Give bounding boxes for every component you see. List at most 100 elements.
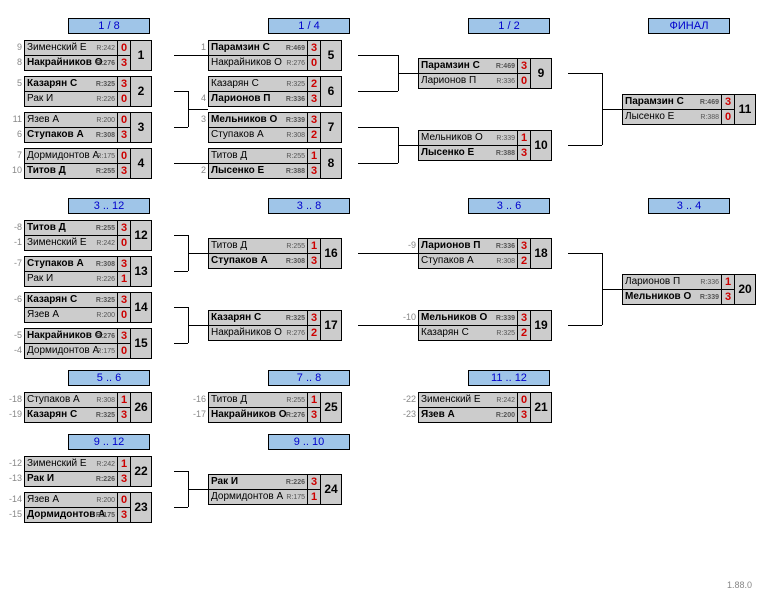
match-number: 4 bbox=[130, 148, 152, 179]
player-rating: R:469 bbox=[286, 41, 305, 56]
player-rating: R:388 bbox=[286, 164, 305, 179]
player-name: Титов ДR:255 bbox=[208, 238, 308, 254]
player-rating: R:325 bbox=[96, 77, 115, 92]
score: 0 bbox=[517, 73, 531, 89]
player-name: Казарян СR:325 bbox=[208, 76, 308, 92]
player-name: Дормидонтов АR:175 bbox=[208, 489, 308, 505]
player-name: Ступаков АR:308 bbox=[24, 127, 118, 143]
player-rating: R:200 bbox=[96, 113, 115, 128]
match-number: 12 bbox=[130, 220, 152, 251]
player-name: Казарян СR:325 bbox=[418, 325, 518, 341]
player-rating: R:308 bbox=[496, 254, 515, 269]
score: 3 bbox=[117, 220, 131, 236]
player-rating: R:388 bbox=[700, 110, 719, 125]
match-number: 16 bbox=[320, 238, 342, 269]
match-number: 23 bbox=[130, 492, 152, 523]
score: 0 bbox=[721, 109, 735, 125]
player-rating: R:276 bbox=[286, 326, 305, 341]
player-name: Мельников ОR:339 bbox=[622, 289, 722, 305]
seed: -10 bbox=[402, 312, 416, 322]
player-name: Рак ИR:226 bbox=[24, 471, 118, 487]
match-number: 7 bbox=[320, 112, 342, 143]
player-name: Язев АR:200 bbox=[24, 307, 118, 323]
player-rating: R:226 bbox=[96, 272, 115, 287]
score: 3 bbox=[517, 238, 531, 254]
seed: -22 bbox=[402, 394, 416, 404]
player-rating: R:325 bbox=[286, 77, 305, 92]
player-name: Накрайников ОR:276 bbox=[208, 55, 308, 71]
player-name: Ларионов ПR:336 bbox=[208, 91, 308, 107]
player-name: Накрайников ОR:276 bbox=[24, 55, 118, 71]
player-name: Накрайников ОR:276 bbox=[24, 328, 118, 344]
player-name: Ступаков АR:308 bbox=[418, 253, 518, 269]
round-label: 9 .. 12 bbox=[68, 434, 150, 450]
player-name: Парамзин СR:469 bbox=[622, 94, 722, 110]
player-name: Ларионов ПR:336 bbox=[622, 274, 722, 290]
player-name: Ступаков АR:308 bbox=[208, 127, 308, 143]
score: 0 bbox=[517, 392, 531, 408]
score: 3 bbox=[517, 145, 531, 161]
score: 2 bbox=[517, 253, 531, 269]
player-rating: R:339 bbox=[286, 113, 305, 128]
player-rating: R:200 bbox=[496, 408, 515, 423]
player-rating: R:242 bbox=[496, 393, 515, 408]
match-number: 10 bbox=[530, 130, 552, 161]
player-name: Рак ИR:226 bbox=[208, 474, 308, 490]
round-label: 3 .. 4 bbox=[648, 198, 730, 214]
seed: -19 bbox=[8, 409, 22, 419]
player-rating: R:255 bbox=[96, 164, 115, 179]
match-number: 5 bbox=[320, 40, 342, 71]
seed: -18 bbox=[8, 394, 22, 404]
score: 1 bbox=[117, 271, 131, 287]
score: 3 bbox=[117, 127, 131, 143]
score: 3 bbox=[307, 253, 321, 269]
player-name: Зименский ЕR:242 bbox=[418, 392, 518, 408]
seed: 9 bbox=[8, 42, 22, 52]
player-rating: R:175 bbox=[96, 344, 115, 359]
seed: -16 bbox=[192, 394, 206, 404]
match-number: 6 bbox=[320, 76, 342, 107]
match-number: 19 bbox=[530, 310, 552, 341]
bracket-root: 1 / 81 / 41 / 2ФИНАЛ3 .. 123 .. 83 .. 63… bbox=[8, 8, 756, 592]
seed: -9 bbox=[402, 240, 416, 250]
player-rating: R:308 bbox=[286, 254, 305, 269]
score: 1 bbox=[721, 274, 735, 290]
score: 3 bbox=[117, 507, 131, 523]
match-number: 3 bbox=[130, 112, 152, 143]
score: 3 bbox=[721, 94, 735, 110]
player-rating: R:469 bbox=[700, 95, 719, 110]
player-rating: R:276 bbox=[286, 56, 305, 71]
score: 0 bbox=[307, 55, 321, 71]
score: 3 bbox=[307, 407, 321, 423]
player-rating: R:255 bbox=[286, 393, 305, 408]
player-name: Мельников ОR:339 bbox=[418, 310, 518, 326]
player-name: Ступаков АR:308 bbox=[24, 392, 118, 408]
seed: 1 bbox=[192, 42, 206, 52]
player-name: Рак ИR:226 bbox=[24, 271, 118, 287]
player-rating: R:339 bbox=[700, 290, 719, 305]
seed: 10 bbox=[8, 165, 22, 175]
score: 0 bbox=[117, 148, 131, 164]
player-name: Рак ИR:226 bbox=[24, 91, 118, 107]
player-rating: R:308 bbox=[96, 393, 115, 408]
seed: 5 bbox=[8, 78, 22, 88]
player-name: Казарян СR:325 bbox=[208, 310, 308, 326]
match-number: 26 bbox=[130, 392, 152, 423]
match-number: 1 bbox=[130, 40, 152, 71]
player-rating: R:175 bbox=[96, 508, 115, 523]
score: 1 bbox=[117, 456, 131, 472]
player-rating: R:336 bbox=[286, 92, 305, 107]
score: 1 bbox=[307, 392, 321, 408]
player-rating: R:226 bbox=[96, 472, 115, 487]
match-number: 14 bbox=[130, 292, 152, 323]
player-name: Титов ДR:255 bbox=[24, 220, 118, 236]
player-name: Зименский ЕR:242 bbox=[24, 40, 118, 56]
score: 0 bbox=[117, 492, 131, 508]
player-rating: R:308 bbox=[96, 257, 115, 272]
player-name: Лысенко ЕR:388 bbox=[622, 109, 722, 125]
player-name: Зименский ЕR:242 bbox=[24, 456, 118, 472]
player-rating: R:242 bbox=[96, 457, 115, 472]
player-name: Накрайников ОR:276 bbox=[208, 325, 308, 341]
player-rating: R:325 bbox=[496, 326, 515, 341]
score: 0 bbox=[117, 91, 131, 107]
